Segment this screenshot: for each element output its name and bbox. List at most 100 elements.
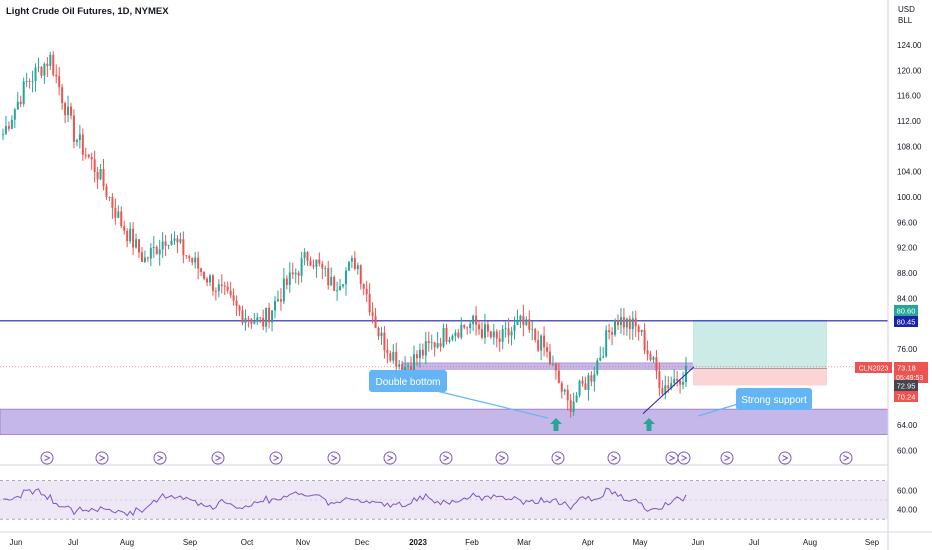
event-marker-icon[interactable] [95, 451, 109, 465]
event-marker-glyph [99, 455, 106, 461]
candle-body [442, 327, 445, 347]
candle-body [232, 295, 235, 301]
event-marker-icon[interactable] [551, 451, 565, 465]
candle-body [19, 101, 22, 105]
svg-text:05:49:53: 05:49:53 [896, 375, 923, 382]
strong-support-callout[interactable]: Strong support [736, 388, 812, 410]
event-marker-icon[interactable] [495, 451, 509, 465]
candle-body [395, 351, 398, 367]
candle-body [344, 270, 347, 285]
candle-body [501, 329, 504, 342]
candle-body [197, 257, 200, 269]
candle-body [274, 301, 277, 311]
candle-body [454, 332, 457, 336]
candle-body [268, 307, 271, 323]
candle-body [492, 331, 495, 338]
candle-body [327, 268, 330, 286]
stop-zone [693, 368, 827, 386]
candle-body [377, 327, 380, 337]
double-bottom-callout[interactable]: Double bottom [369, 370, 447, 392]
event-marker-icon[interactable] [439, 451, 453, 465]
candle-body [664, 385, 667, 394]
candle-body [72, 115, 75, 142]
candle-body [223, 285, 226, 287]
candle-body [105, 186, 108, 198]
candle-body [342, 284, 345, 287]
candle-body [486, 324, 489, 332]
candle-body [123, 226, 126, 231]
event-marker-icon[interactable] [839, 451, 853, 465]
candle-body [359, 265, 362, 284]
candle-body [628, 318, 631, 330]
candle-body [507, 328, 510, 336]
candle-body [75, 140, 78, 142]
candle-body [448, 339, 451, 342]
candle-body [401, 364, 404, 375]
candle-body [581, 380, 584, 384]
candle-body [619, 317, 622, 326]
candle-body [362, 283, 365, 289]
candle-body [631, 318, 634, 330]
candle-body [333, 276, 336, 291]
candle-body [463, 325, 466, 328]
price-tick-label: 100.00 [897, 193, 922, 202]
entry-price-tag: 72.95 [894, 380, 918, 391]
candle-body [70, 106, 73, 116]
candle-body [49, 54, 52, 66]
price-tick-label: 84.00 [897, 294, 918, 303]
candle-body [673, 378, 676, 384]
event-marker-icon[interactable] [677, 451, 691, 465]
double-bottom-label: Double bottom [375, 377, 440, 388]
candle-body [658, 371, 661, 389]
svg-text:80.45: 80.45 [897, 318, 916, 327]
candle-body [489, 331, 492, 338]
svg-text:72.95: 72.95 [897, 382, 916, 391]
time-axis-label: Aug [120, 538, 134, 547]
rsi-band [0, 480, 888, 520]
event-marker-icon[interactable] [383, 451, 397, 465]
event-marker-icon[interactable] [211, 451, 225, 465]
candle-body [386, 349, 389, 354]
candle-body [528, 319, 531, 330]
candle-body [483, 324, 486, 338]
svg-text:CLN2023: CLN2023 [859, 366, 889, 373]
candle-body [427, 341, 430, 344]
candle-body [569, 400, 572, 412]
time-axis-label: May [632, 538, 647, 547]
price-tick-label: 76.00 [897, 345, 918, 354]
candle-body [114, 207, 117, 218]
candle-body [247, 318, 250, 320]
candle-body [253, 321, 256, 324]
event-marker-icon[interactable] [665, 451, 679, 465]
event-marker-icon[interactable] [269, 451, 283, 465]
time-axis-label: Jul [68, 538, 78, 547]
price-tick-label: 60.00 [897, 446, 918, 455]
candle-body [472, 315, 475, 324]
event-marker-icon[interactable] [40, 451, 54, 465]
candle-body [84, 154, 87, 156]
price-tick-label: 104.00 [897, 168, 922, 177]
event-marker-icon[interactable] [720, 451, 734, 465]
candle-body [67, 106, 70, 116]
event-marker-icon[interactable] [607, 451, 621, 465]
candle-body [371, 312, 374, 316]
time-axis-label: Mar [517, 538, 531, 547]
event-marker-icon[interactable] [327, 451, 341, 465]
candle-body [430, 342, 433, 344]
event-marker-icon[interactable] [153, 451, 167, 465]
event-marker-glyph [681, 455, 688, 461]
candle-body [469, 323, 472, 328]
candle-body [182, 239, 185, 256]
candle-body [374, 315, 377, 328]
candle-body [534, 328, 537, 341]
candle-body [587, 375, 590, 390]
candle-body [575, 395, 578, 402]
candle-body [152, 247, 155, 249]
symbol-tag: CLN2023 [855, 362, 892, 373]
candle-body [436, 343, 439, 348]
candle-body [111, 197, 114, 208]
event-marker-icon[interactable] [778, 451, 792, 465]
candle-body [590, 375, 593, 382]
candle-body [616, 320, 619, 326]
